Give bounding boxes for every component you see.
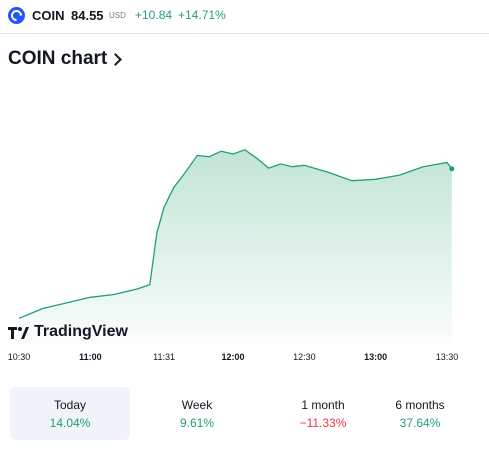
tradingview-text: TradingView bbox=[34, 323, 128, 340]
period-tab-today[interactable]: Today 14.04% bbox=[10, 387, 130, 440]
period-change: 9.61% bbox=[179, 416, 215, 430]
period-label: 6 months bbox=[395, 398, 445, 412]
last-price-dot bbox=[449, 166, 455, 172]
quote-header: COIN 84.55 USD +10.84 +14.71% bbox=[0, 0, 489, 33]
x-tick-label: 12:00 bbox=[221, 352, 245, 362]
x-tick-label: 11:31 bbox=[153, 352, 175, 362]
period-change: −11.33% bbox=[299, 416, 347, 430]
price-line bbox=[18, 149, 453, 319]
tradingview-logo-icon bbox=[8, 327, 29, 339]
x-tick-label: 10:30 bbox=[7, 352, 31, 362]
tradingview-watermark: TradingView bbox=[8, 323, 128, 341]
period-tab-1-month[interactable]: 1 month −11.33% bbox=[263, 387, 383, 440]
period-change: 14.04% bbox=[49, 416, 91, 430]
period-tab-week[interactable]: Week 9.61% bbox=[137, 387, 257, 440]
chart-title-text: COIN chart bbox=[8, 48, 108, 69]
x-tick-label: 11:00 bbox=[79, 352, 102, 362]
x-tick-label: 12:30 bbox=[293, 352, 316, 362]
currency-label: USD bbox=[109, 11, 126, 20]
period-tab-6-months[interactable]: 6 months 37.64% bbox=[360, 387, 480, 440]
period-label: Today bbox=[53, 398, 87, 412]
price-area-fill bbox=[19, 149, 452, 345]
coinbase-logo-icon bbox=[8, 7, 25, 24]
price-change-percent: +14.71% bbox=[178, 8, 226, 22]
period-selector: Today 14.04% Week 9.61% 1 month −11.33% … bbox=[0, 387, 489, 440]
x-tick-label: 13:00 bbox=[364, 352, 388, 362]
chart-title-link[interactable]: COIN chart bbox=[8, 48, 123, 70]
period-label: 1 month bbox=[301, 398, 345, 412]
period-change: 37.64% bbox=[399, 416, 441, 430]
x-tick-label: 13:30 bbox=[435, 352, 459, 362]
price-change: +10.84 bbox=[135, 8, 173, 22]
period-label: Week bbox=[181, 398, 213, 412]
ticker-symbol: COIN bbox=[32, 8, 65, 23]
last-price: 84.55 bbox=[71, 8, 104, 23]
header-divider bbox=[0, 33, 489, 34]
